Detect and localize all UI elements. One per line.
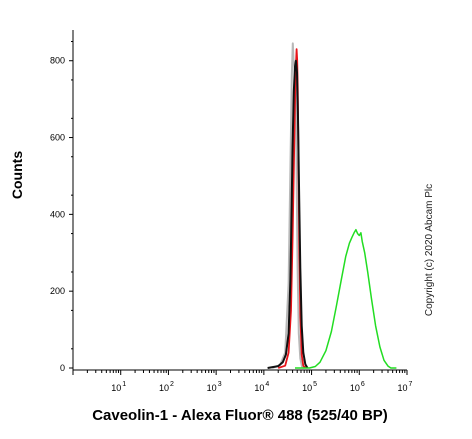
- histogram-series-line: [271, 42, 305, 369]
- copyright-text: Copyright (c) 2020 Abcam Plc: [424, 184, 435, 316]
- y-tick-label: 200: [50, 286, 65, 296]
- y-axis-title: Counts: [9, 151, 25, 199]
- y-tick-label: 800: [50, 56, 65, 66]
- histogram-series: [267, 42, 397, 369]
- x-tick-label: 104: [254, 381, 269, 393]
- x-tick-label: 106: [350, 381, 365, 393]
- histogram-series-line: [277, 48, 307, 369]
- histogram-series-line: [295, 228, 397, 369]
- x-tick-label: 105: [302, 381, 317, 393]
- x-axis-title: Caveolin-1 - Alexa Fluor® 488 (525/40 BP…: [92, 407, 388, 424]
- plot-frame: [72, 30, 407, 371]
- histogram-series-line: [267, 59, 309, 369]
- y-tick-label: 400: [50, 209, 65, 219]
- y-axis-ticks: 0 200 400 600 800: [50, 41, 73, 373]
- x-axis-ticks: 101 102 103 104 105 106 107: [72, 370, 413, 393]
- x-tick-label: 107: [398, 381, 413, 393]
- y-tick-label: 600: [50, 133, 65, 143]
- x-tick-label: 103: [207, 381, 222, 393]
- x-tick-label: 102: [159, 381, 174, 393]
- y-tick-label: 0: [60, 363, 65, 373]
- x-tick-label: 101: [111, 381, 126, 393]
